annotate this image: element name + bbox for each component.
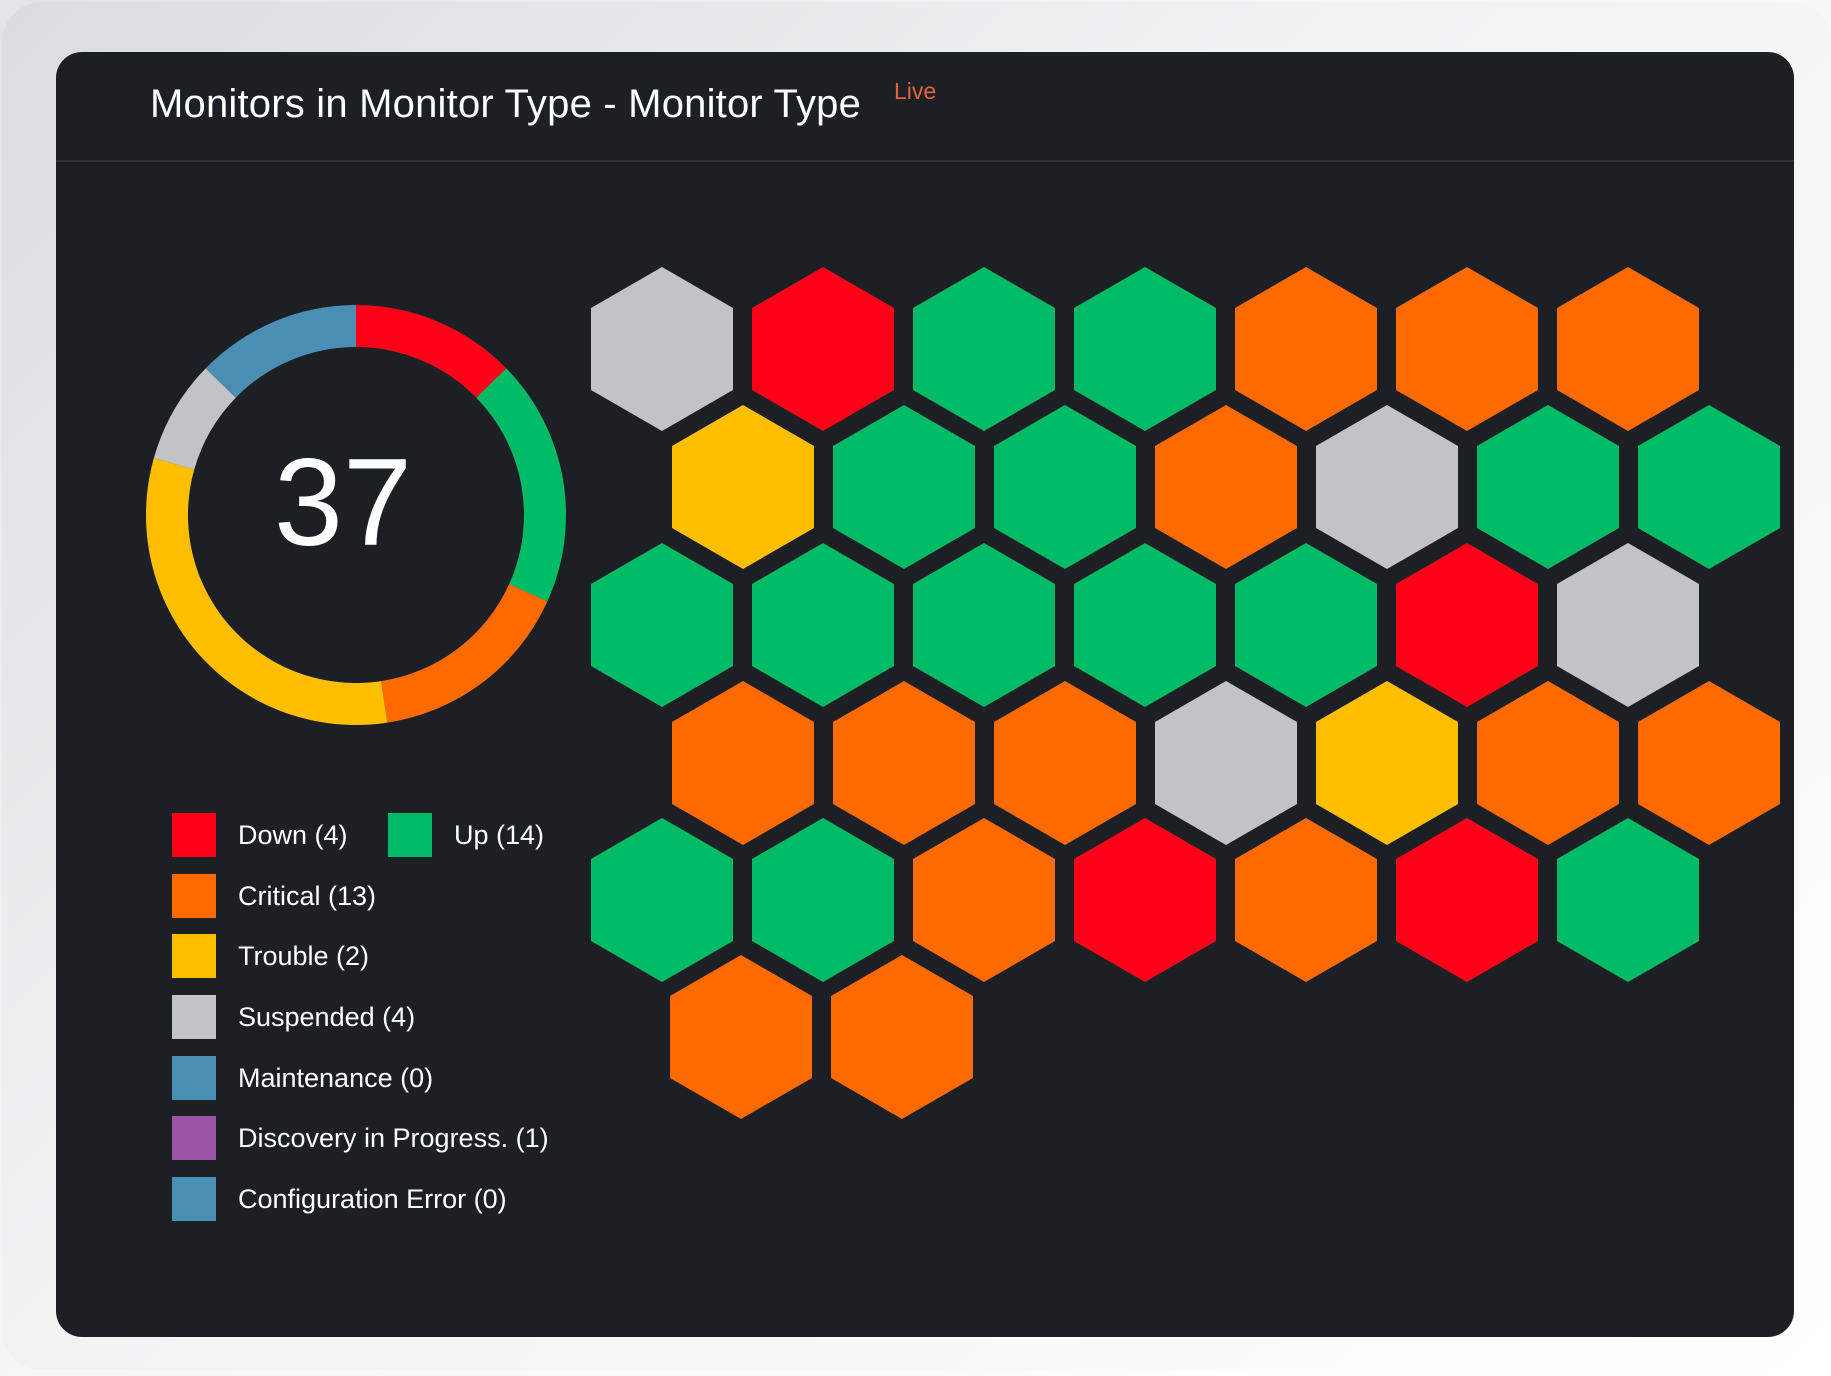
monitor-hex-critical[interactable] [833, 681, 975, 845]
legend-swatch-critical [172, 874, 216, 918]
legend-item-maintenance[interactable]: Maintenance (0) [172, 1056, 433, 1100]
legend-item-suspended[interactable]: Suspended (4) [172, 995, 415, 1039]
legend-label-suspended: Suspended (4) [238, 1001, 416, 1032]
monitor-hex-trouble[interactable] [1316, 681, 1458, 845]
monitor-type-widget: Monitors in Monitor Type - Monitor Type … [56, 52, 1794, 1337]
monitor-hex-down[interactable] [752, 267, 894, 431]
monitor-hexagon-map [591, 267, 1780, 1119]
monitor-hex-down[interactable] [1074, 818, 1216, 982]
widget-title: Monitors in Monitor Type - Monitor Type [150, 82, 862, 126]
status-donut-chart[interactable] [146, 305, 566, 725]
legend-swatch-suspended [172, 995, 216, 1039]
monitor-hex-critical[interactable] [1557, 267, 1699, 431]
monitor-hex-critical[interactable] [1235, 818, 1377, 982]
monitor-hex-trouble[interactable] [672, 405, 814, 569]
donut-slice-up[interactable] [476, 368, 566, 602]
donut-slice-down[interactable] [356, 305, 507, 398]
donut-slice-trouble[interactable] [146, 458, 388, 725]
legend-label-down: Down (4) [238, 819, 348, 850]
legend-label-up: Up (14) [454, 819, 545, 850]
monitor-hex-up[interactable] [752, 818, 894, 982]
monitor-hex-up[interactable] [1557, 818, 1699, 982]
donut-slice-suspended[interactable] [153, 368, 236, 470]
monitor-hex-critical[interactable] [1396, 267, 1538, 431]
legend-item-discovery[interactable]: Discovery in Progress. (1) [172, 1116, 549, 1160]
legend-item-up[interactable]: Up (14) [388, 813, 544, 857]
legend-label-critical: Critical (13) [238, 880, 377, 911]
monitor-hex-critical[interactable] [1477, 681, 1619, 845]
monitor-hex-up[interactable] [913, 543, 1055, 707]
monitor-hex-critical[interactable] [670, 955, 812, 1119]
legend-swatch-discovery [172, 1116, 216, 1160]
legend-swatch-down [172, 813, 216, 857]
monitor-hex-down[interactable] [1396, 543, 1538, 707]
monitor-hex-down[interactable] [1396, 818, 1538, 982]
monitor-hex-up[interactable] [591, 818, 733, 982]
legend-item-config-error[interactable]: Configuration Error (0) [172, 1177, 507, 1221]
legend-item-down[interactable]: Down (4) [172, 813, 348, 857]
monitor-hex-up[interactable] [833, 405, 975, 569]
monitor-hex-critical[interactable] [1235, 267, 1377, 431]
monitor-hex-up[interactable] [994, 405, 1136, 569]
legend-swatch-trouble [172, 934, 216, 978]
monitor-hex-suspended[interactable] [1155, 681, 1297, 845]
total-monitors-count: 37 [274, 434, 412, 572]
monitor-hex-suspended[interactable] [591, 267, 733, 431]
donut-slice-maintenance[interactable] [205, 305, 356, 398]
legend-item-trouble[interactable]: Trouble (2) [172, 934, 369, 978]
monitor-hex-critical[interactable] [994, 681, 1136, 845]
legend-label-config-error: Configuration Error (0) [238, 1183, 507, 1214]
widget-header: Monitors in Monitor Type - Monitor Type … [56, 52, 1794, 162]
legend-label-discovery: Discovery in Progress. (1) [238, 1122, 549, 1153]
legend-label-trouble: Trouble (2) [238, 940, 370, 971]
monitor-hex-up[interactable] [1074, 543, 1216, 707]
monitor-hex-critical[interactable] [831, 955, 973, 1119]
monitor-hex-up[interactable] [1074, 267, 1216, 431]
monitor-hex-critical[interactable] [1155, 405, 1297, 569]
monitor-hex-suspended[interactable] [1316, 405, 1458, 569]
monitor-hex-up[interactable] [1477, 405, 1619, 569]
legend-swatch-config-error [172, 1177, 216, 1221]
monitor-hex-up[interactable] [1235, 543, 1377, 707]
monitor-hex-up[interactable] [913, 267, 1055, 431]
monitor-hex-critical[interactable] [1638, 681, 1780, 845]
legend-label-maintenance: Maintenance (0) [238, 1062, 434, 1093]
monitor-hex-critical[interactable] [672, 681, 814, 845]
monitor-hex-critical[interactable] [913, 818, 1055, 982]
legend-swatch-maintenance [172, 1056, 216, 1100]
monitor-hex-up[interactable] [1638, 405, 1780, 569]
legend-swatch-up [388, 813, 432, 857]
monitor-hex-up[interactable] [752, 543, 894, 707]
donut-slice-critical[interactable] [381, 584, 548, 723]
monitor-hex-suspended[interactable] [1557, 543, 1699, 707]
legend-item-critical[interactable]: Critical (13) [172, 874, 376, 918]
monitor-hex-up[interactable] [591, 543, 733, 707]
live-badge[interactable]: Live [894, 78, 937, 104]
